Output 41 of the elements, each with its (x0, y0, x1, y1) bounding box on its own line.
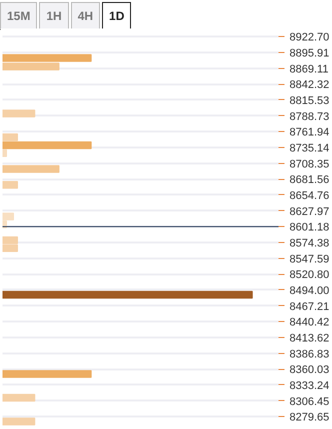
y-tick-label: 8306.45 (290, 396, 330, 408)
bar (2, 149, 7, 158)
y-tick-label: 8922.70 (290, 32, 330, 44)
text: 15M (0, 2, 38, 30)
bar (2, 141, 92, 150)
y-tick-label: 8413.62 (290, 332, 330, 344)
y-tick-label: 8654.76 (290, 190, 330, 202)
y-tick-label: 8681.56 (290, 174, 330, 186)
y-tick-label: 8386.83 (290, 348, 330, 360)
bar (2, 394, 36, 402)
y-tick-label: 8761.94 (290, 126, 330, 139)
y-tick-label: 8815.53 (290, 94, 330, 107)
bar (2, 54, 92, 62)
y-tick-label: 8895.91 (290, 47, 330, 60)
y-tick-label: 8279.65 (290, 412, 330, 424)
y-tick-label: 8467.21 (290, 300, 330, 313)
bar (2, 62, 60, 70)
bar (2, 180, 18, 189)
y-tick-label: 8574.38 (290, 237, 330, 250)
bar (2, 370, 92, 378)
y-tick-label: 8440.42 (290, 316, 330, 329)
text: 4H (70, 2, 100, 30)
y-tick-label: 8788.73 (290, 110, 330, 123)
y-tick-label: 8520.80 (290, 269, 330, 282)
y-tick-label: 8601.18 (290, 222, 330, 234)
y-tick-label: 8735.14 (290, 142, 330, 154)
bar (2, 110, 36, 118)
bar (2, 133, 18, 142)
bar (2, 165, 60, 173)
y-tick-label: 8547.59 (290, 253, 330, 266)
y-tick-label: 8842.32 (290, 79, 330, 92)
y-tick-label: 8494.00 (290, 284, 330, 297)
y-tick-label: 8627.97 (290, 206, 330, 218)
bar (2, 290, 253, 299)
y-tick-label: 8333.24 (290, 380, 330, 392)
y-tick-label: 8360.03 (290, 364, 330, 376)
text: 1H (39, 2, 69, 30)
y-tick-label: 8708.35 (290, 158, 330, 170)
bar (2, 418, 36, 426)
y-tick-label: 8869.11 (290, 63, 328, 76)
text: 1D (102, 2, 132, 30)
